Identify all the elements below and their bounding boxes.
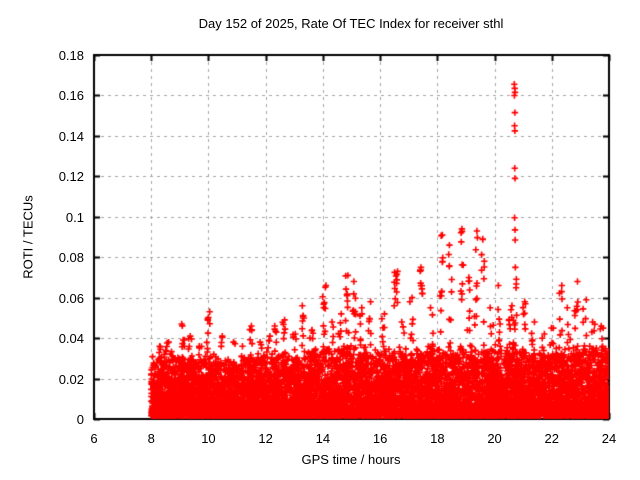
x-tick-label: 8	[147, 431, 155, 446]
x-tick-label: 10	[201, 431, 216, 446]
x-tick-label: 6	[90, 431, 98, 446]
y-tick-label: 0.14	[58, 128, 84, 144]
x-axis-label: GPS time / hours	[301, 452, 401, 467]
x-tick-label: 20	[487, 431, 502, 446]
x-tick-label: 12	[258, 431, 273, 446]
x-tick-label: 24	[601, 431, 617, 446]
y-tick-label: 0.12	[58, 169, 84, 185]
chart-title: Day 152 of 2025, Rate Of TEC Index for r…	[198, 16, 504, 31]
y-tick-label: 0.08	[58, 250, 84, 266]
x-tick-label: 16	[372, 431, 388, 446]
x-tick-label: 22	[544, 431, 559, 446]
y-tick-label: 0.18	[58, 48, 84, 63]
y-tick-label: 0.02	[58, 371, 84, 387]
y-axis-label: ROTI / TECUs	[20, 195, 36, 279]
y-tick-label: 0	[76, 412, 84, 427]
y-tick-label: 0.04	[58, 331, 84, 347]
y-tick-label: 0.06	[58, 290, 84, 306]
x-tick-label: 14	[315, 431, 331, 446]
y-tick-label: 0.16	[58, 88, 84, 104]
y-tick-label: 0.1	[65, 209, 84, 225]
x-tick-label: 18	[430, 431, 445, 446]
